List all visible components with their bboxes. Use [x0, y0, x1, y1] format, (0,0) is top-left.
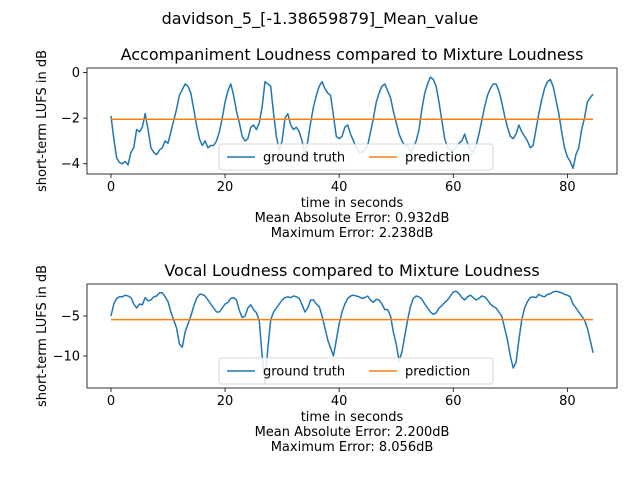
y-tick-label: −2 — [61, 112, 80, 127]
legend-box — [218, 143, 494, 171]
error-note: Maximum Error: 8.056dB — [271, 440, 434, 455]
x-tick-label: 60 — [445, 180, 462, 195]
accompaniment-plot: Accompaniment Loudness compared to Mixtu… — [35, 45, 618, 241]
x-tick-label: 40 — [331, 394, 348, 409]
y-tick-label: −4 — [61, 157, 80, 172]
x-tick-label: 60 — [445, 394, 462, 409]
y-axis-label: short-term LUFS in dB — [35, 50, 50, 192]
legend-entry: prediction — [405, 151, 470, 166]
x-tick-label: 0 — [107, 394, 115, 409]
chart-title: Accompaniment Loudness compared to Mixtu… — [121, 45, 584, 64]
series-line-ground-truth — [110, 76, 594, 170]
y-axis-label: short-term LUFS in dB — [35, 265, 50, 407]
x-tick-label: 20 — [217, 394, 234, 409]
legend-entry: ground truth — [263, 151, 345, 166]
axes-frame — [86, 283, 618, 389]
x-tick-label: 80 — [559, 180, 576, 195]
y-tick-label: −5 — [61, 310, 80, 325]
x-tick-label: 20 — [217, 180, 234, 195]
legend-entry: prediction — [405, 365, 470, 380]
x-tick-label: 0 — [107, 180, 115, 195]
x-tick-label: 40 — [331, 180, 348, 195]
error-note: Maximum Error: 2.238dB — [271, 226, 434, 241]
legend-entry: ground truth — [263, 365, 345, 380]
x-axis-label: time in seconds — [301, 410, 404, 425]
chart-title: Vocal Loudness compared to Mixture Loudn… — [164, 261, 539, 280]
error-note: Mean Absolute Error: 2.200dB — [255, 425, 450, 440]
vocal-plot: Vocal Loudness compared to Mixture Loudn… — [35, 261, 618, 455]
axes-frame — [86, 67, 618, 175]
series-line-ground-truth — [110, 290, 594, 384]
y-tick-label: −10 — [53, 350, 80, 365]
error-note: Mean Absolute Error: 0.932dB — [255, 211, 450, 226]
y-tick-label: 0 — [72, 66, 80, 81]
figure-suptitle: davidson_5_[-1.38659879]_Mean_value — [162, 9, 479, 29]
x-axis-label: time in seconds — [301, 196, 404, 211]
x-tick-label: 80 — [559, 394, 576, 409]
legend-box — [218, 357, 494, 385]
